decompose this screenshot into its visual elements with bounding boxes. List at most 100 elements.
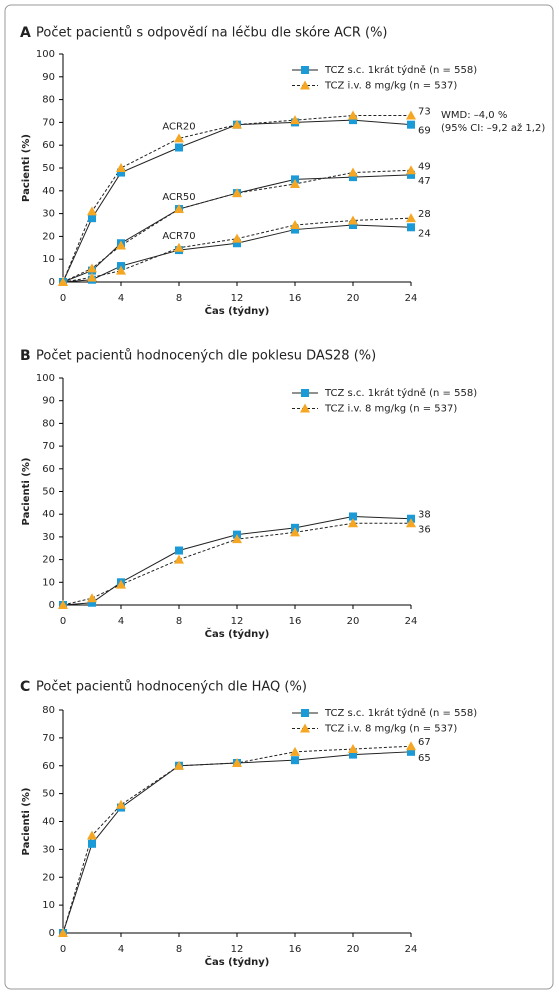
marker bbox=[174, 554, 184, 564]
marker bbox=[348, 167, 358, 177]
y-tick-label: 70 bbox=[42, 733, 55, 744]
x-tick-label: 4 bbox=[118, 293, 124, 304]
marker bbox=[232, 233, 242, 243]
marker bbox=[348, 518, 358, 528]
marker bbox=[87, 272, 97, 282]
marker bbox=[291, 225, 299, 234]
marker bbox=[174, 133, 184, 143]
marker bbox=[406, 110, 416, 120]
series-line bbox=[62, 522, 411, 606]
marker bbox=[349, 173, 357, 182]
legend-label: TCZ s.c. 1krát týdně (n = 558) bbox=[324, 387, 477, 399]
group-label: ACR70 bbox=[162, 231, 195, 242]
end-label: 49 bbox=[418, 161, 431, 172]
y-tick-label: 0 bbox=[49, 600, 55, 611]
series-line bbox=[62, 224, 412, 283]
group-label: ACR20 bbox=[162, 121, 195, 132]
marker bbox=[116, 579, 126, 589]
marker bbox=[290, 115, 300, 125]
y-axis-label: Pacienti (%) bbox=[21, 134, 32, 202]
marker bbox=[290, 178, 300, 188]
x-axis-label: Čas (týdny) bbox=[205, 627, 270, 640]
marker bbox=[406, 213, 416, 223]
y-tick-label: 90 bbox=[42, 396, 55, 407]
marker bbox=[291, 756, 299, 765]
x-tick-label: 4 bbox=[118, 944, 124, 955]
marker bbox=[232, 757, 242, 767]
marker bbox=[116, 799, 126, 809]
series-line bbox=[62, 751, 412, 934]
marker bbox=[301, 66, 309, 74]
x-tick-label: 16 bbox=[289, 293, 302, 304]
y-tick-label: 100 bbox=[36, 373, 55, 384]
panel-label: A bbox=[20, 25, 31, 41]
series-line bbox=[62, 745, 412, 934]
y-tick-label: 30 bbox=[42, 209, 55, 220]
y-tick-label: 0 bbox=[49, 928, 55, 939]
marker bbox=[290, 220, 300, 229]
marker bbox=[301, 389, 309, 397]
annotation: WMD: –4,0 % bbox=[441, 110, 507, 121]
marker bbox=[174, 760, 184, 770]
marker bbox=[232, 119, 242, 129]
x-tick-label: 20 bbox=[347, 293, 360, 304]
marker bbox=[232, 188, 242, 198]
x-tick-label: 12 bbox=[231, 616, 244, 627]
panel-title: Počet pacientů hodnocených dle poklesu D… bbox=[36, 349, 376, 364]
marker bbox=[290, 746, 300, 756]
marker bbox=[301, 709, 309, 717]
marker bbox=[116, 163, 126, 172]
x-tick-label: 24 bbox=[405, 616, 418, 627]
legend-label: TCZ i.v. 8 mg/kg (n = 537) bbox=[324, 81, 457, 92]
marker bbox=[300, 80, 310, 90]
y-tick-label: 10 bbox=[42, 577, 55, 588]
marker bbox=[88, 598, 96, 607]
y-tick-label: 80 bbox=[42, 705, 55, 716]
marker bbox=[290, 527, 300, 537]
y-tick-label: 100 bbox=[36, 49, 55, 60]
marker bbox=[406, 741, 416, 751]
marker bbox=[117, 168, 125, 177]
y-tick-label: 90 bbox=[42, 72, 55, 83]
legend-label: TCZ s.c. 1krát týdně (n = 558) bbox=[324, 64, 477, 76]
marker bbox=[116, 240, 126, 250]
marker bbox=[232, 534, 242, 544]
panel-label: C bbox=[20, 679, 30, 695]
y-tick-label: 50 bbox=[42, 487, 55, 498]
y-tick-label: 30 bbox=[42, 532, 55, 543]
end-label: 67 bbox=[418, 737, 431, 748]
y-tick-label: 80 bbox=[42, 95, 55, 106]
panel-title: Počet pacientů hodnocených dle HAQ (%) bbox=[36, 680, 307, 695]
annotation: (95% CI: –9,2 až 1,2) bbox=[441, 122, 545, 134]
marker bbox=[406, 165, 416, 175]
y-tick-label: 60 bbox=[42, 464, 55, 475]
y-tick-label: 40 bbox=[42, 817, 55, 828]
end-label: 24 bbox=[418, 228, 431, 239]
y-tick-label: 80 bbox=[42, 418, 55, 429]
y-tick-label: 0 bbox=[49, 277, 55, 288]
x-tick-label: 20 bbox=[347, 616, 360, 627]
marker bbox=[175, 546, 183, 555]
marker bbox=[116, 265, 126, 275]
y-tick-label: 50 bbox=[42, 789, 55, 800]
marker bbox=[88, 214, 96, 223]
marker bbox=[300, 723, 310, 733]
x-tick-label: 8 bbox=[176, 293, 182, 304]
marker bbox=[406, 518, 416, 528]
y-tick-label: 30 bbox=[42, 844, 55, 855]
y-tick-label: 40 bbox=[42, 509, 55, 520]
marker bbox=[58, 600, 68, 609]
y-tick-label: 50 bbox=[42, 163, 55, 174]
panel-title: Počet pacientů s odpovědí na léčbu dle s… bbox=[36, 26, 388, 41]
marker bbox=[175, 143, 183, 152]
marker bbox=[407, 120, 415, 129]
marker bbox=[88, 839, 96, 848]
series-line bbox=[62, 115, 411, 283]
legend-label: TCZ i.v. 8 mg/kg (n = 537) bbox=[324, 724, 457, 735]
y-tick-label: 60 bbox=[42, 761, 55, 772]
panel-label: B bbox=[20, 348, 31, 364]
marker bbox=[87, 263, 97, 273]
marker bbox=[348, 744, 358, 754]
end-label: 65 bbox=[418, 753, 431, 764]
marker bbox=[349, 116, 357, 125]
